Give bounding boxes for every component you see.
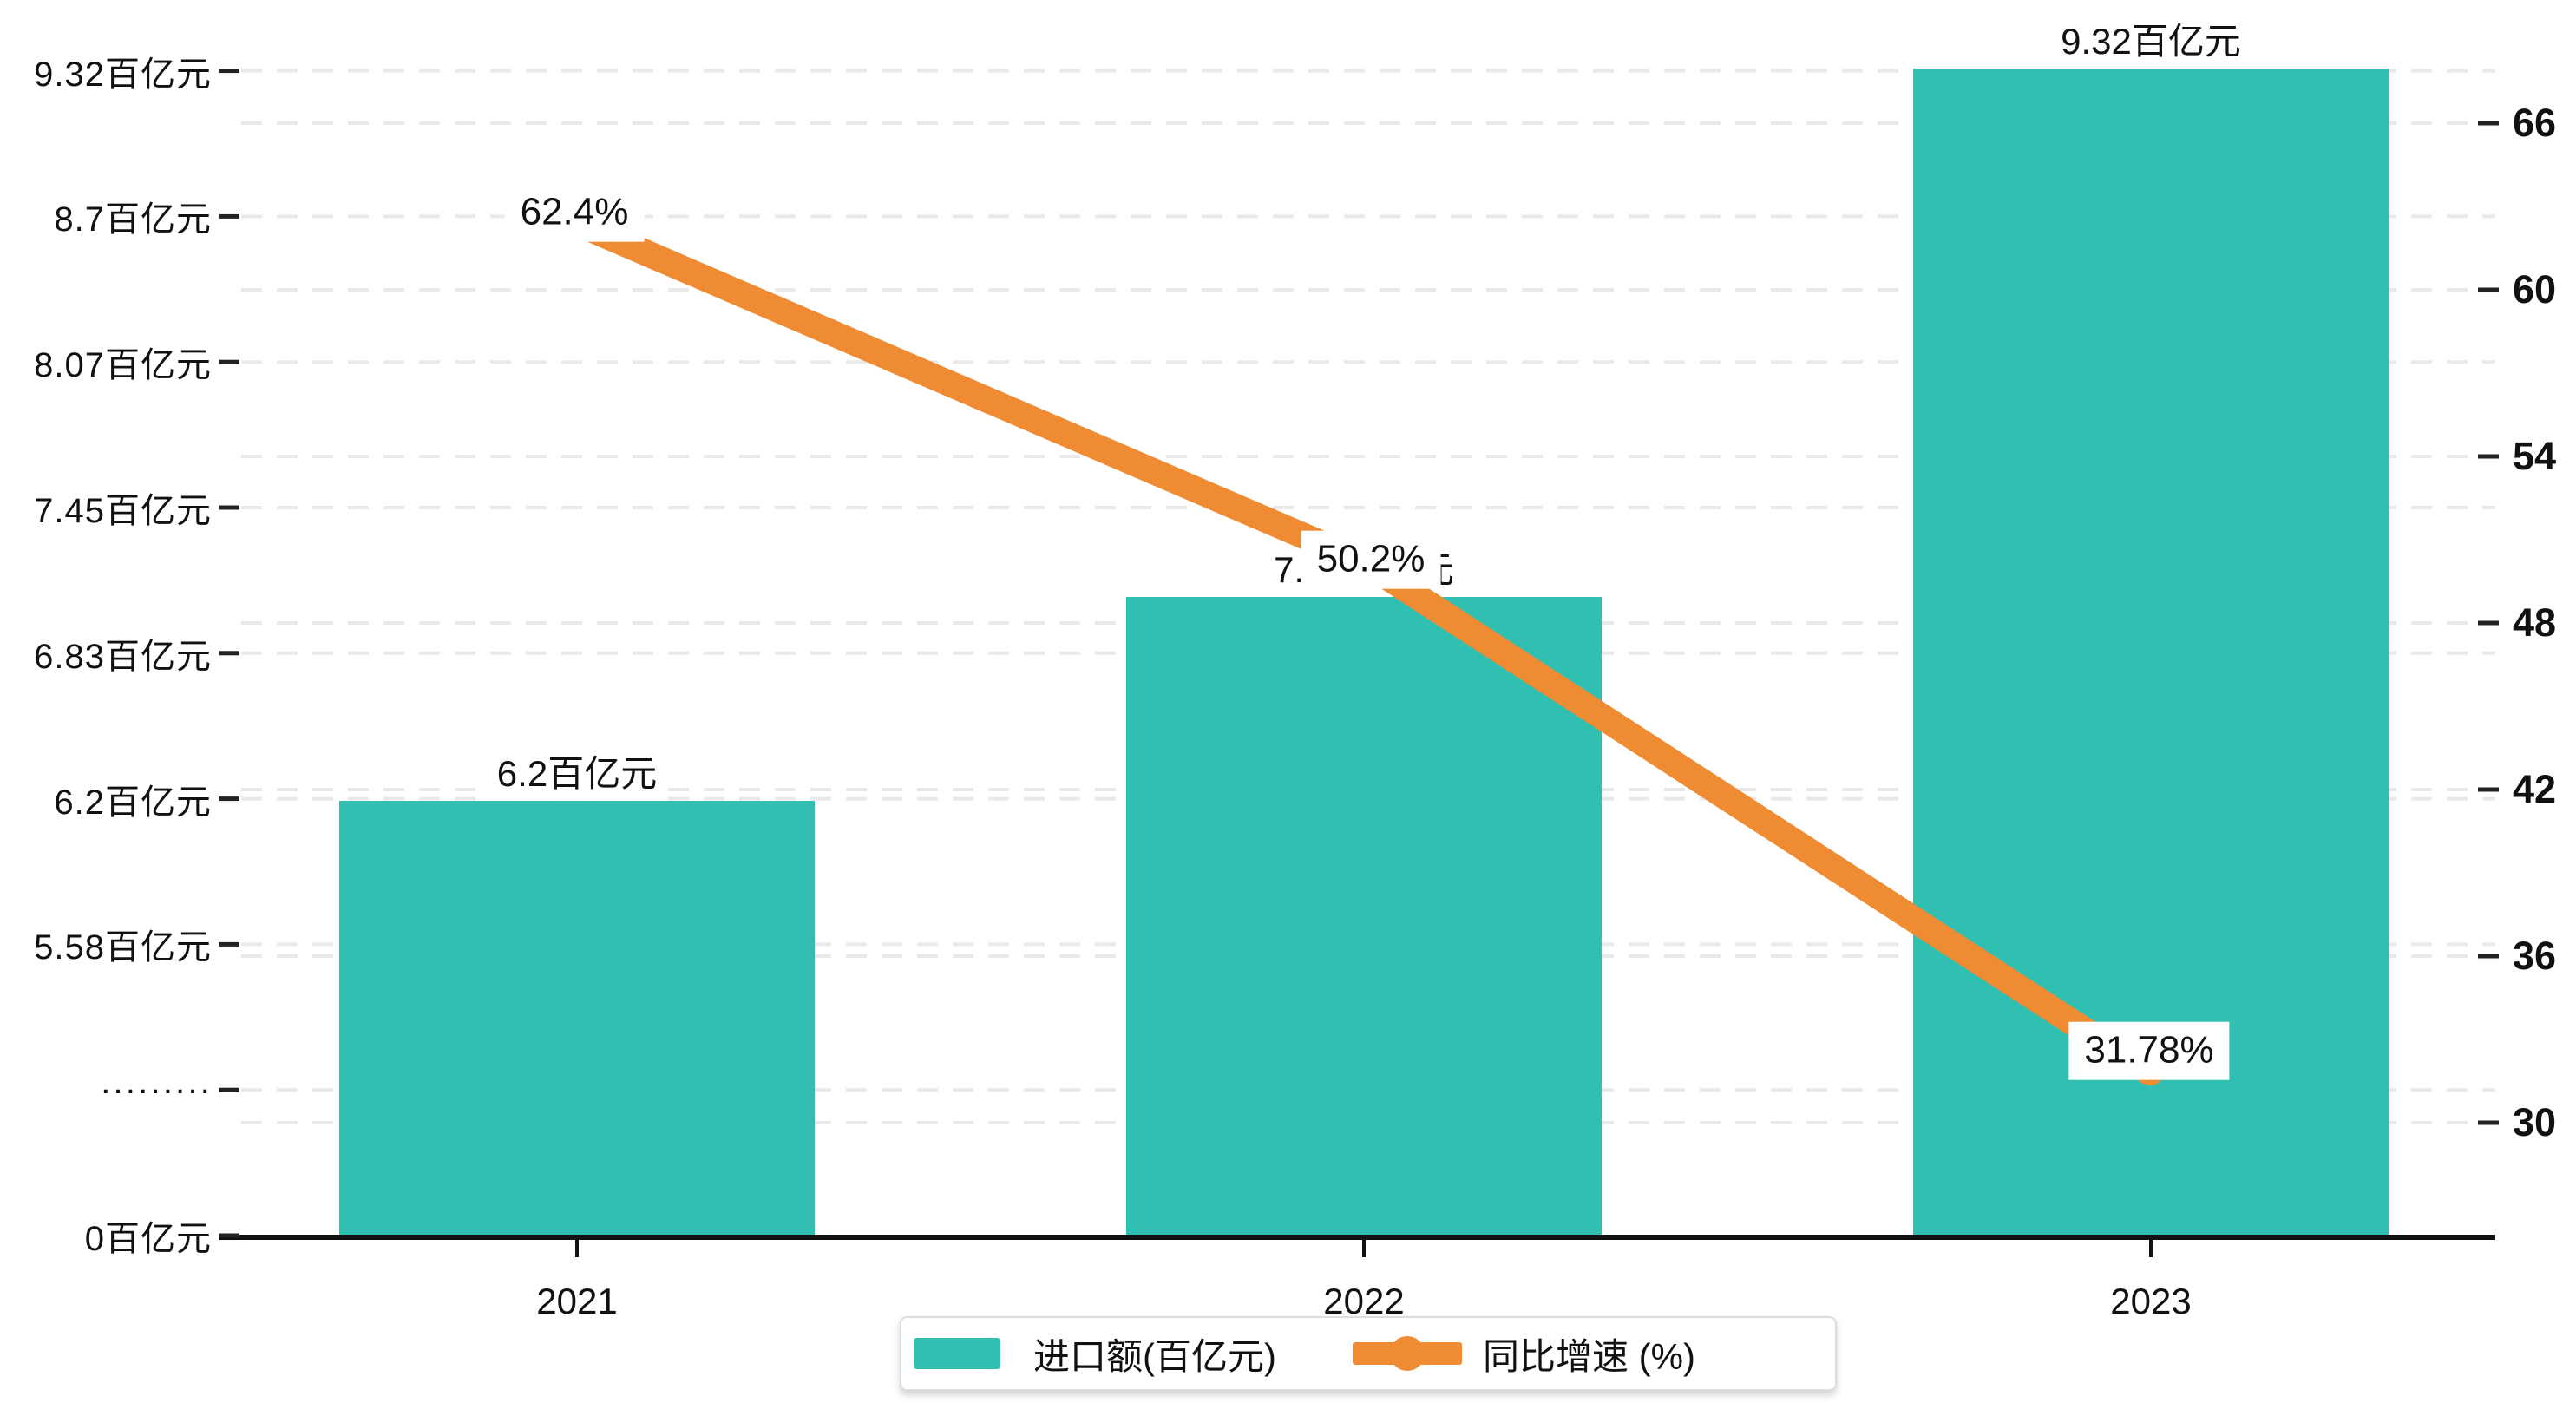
legend-line-label[interactable]: 同比增速 (%) bbox=[1482, 1335, 1695, 1377]
x-tick-mark bbox=[575, 1240, 579, 1257]
right-tick-mark bbox=[2478, 454, 2499, 459]
right-axis-tick-label: 66 bbox=[2513, 101, 2557, 145]
left-tick-mark bbox=[219, 213, 239, 219]
right-tick-mark bbox=[2478, 121, 2499, 126]
x-axis-category-label[interactable]: 2023 bbox=[2110, 1281, 2192, 1321]
right-axis-tick-label: 36 bbox=[2513, 934, 2557, 978]
right-axis-tick-label: 42 bbox=[2513, 767, 2557, 811]
line-value-label: 62.4% bbox=[504, 183, 645, 242]
bar-value-label: 9.32百亿元 bbox=[2050, 15, 2252, 69]
line-value-label: 31.78% bbox=[2068, 1021, 2230, 1080]
legend-bar-swatch[interactable] bbox=[914, 1338, 1000, 1369]
left-axis-tick-label: 8.07百亿元 bbox=[34, 346, 212, 385]
left-axis-tick-label: 0百亿元 bbox=[84, 1220, 212, 1258]
bar-2021[interactable] bbox=[339, 801, 815, 1237]
left-tick-mark bbox=[219, 505, 239, 510]
right-axis-tick-label: 48 bbox=[2513, 600, 2557, 645]
bar-value-label: 6.2百亿元 bbox=[486, 748, 668, 801]
right-tick-mark bbox=[2478, 287, 2499, 292]
left-axis-tick-label: 9.32百亿元 bbox=[34, 55, 212, 94]
right-tick-mark bbox=[2478, 1120, 2499, 1125]
legend-line-dot bbox=[1389, 1336, 1425, 1371]
left-tick-mark bbox=[219, 1233, 239, 1238]
right-axis-tick-label: 30 bbox=[2513, 1100, 2557, 1144]
left-axis-tick-label: ········· bbox=[100, 1070, 212, 1109]
left-tick-mark bbox=[219, 1087, 239, 1092]
left-axis-tick-label: 8.7百亿元 bbox=[54, 200, 212, 239]
left-tick-mark bbox=[219, 651, 239, 656]
left-tick-mark bbox=[219, 359, 239, 364]
right-tick-mark bbox=[2478, 954, 2499, 959]
right-tick-mark bbox=[2478, 787, 2499, 792]
left-axis-tick-label: 6.83百亿元 bbox=[34, 637, 212, 676]
x-tick-mark bbox=[2149, 1240, 2153, 1257]
left-axis-tick-label: 5.58百亿元 bbox=[34, 928, 212, 967]
line-value-label: 50.2% bbox=[1301, 530, 1441, 589]
right-tick-mark bbox=[2478, 620, 2499, 626]
left-tick-mark bbox=[219, 69, 239, 74]
x-axis-category-label[interactable]: 2021 bbox=[536, 1281, 618, 1321]
left-tick-mark bbox=[219, 941, 239, 947]
right-axis-tick-label: 54 bbox=[2513, 434, 2557, 478]
left-axis-tick-label: 7.45百亿元 bbox=[34, 492, 212, 530]
right-axis-tick-label: 60 bbox=[2513, 267, 2557, 311]
growth-line[interactable] bbox=[572, 211, 2159, 1085]
x-axis-category-label[interactable]: 2022 bbox=[1323, 1281, 1405, 1321]
legend-bar-label[interactable]: 进口额(百亿元) bbox=[1033, 1335, 1276, 1377]
bar-2022[interactable] bbox=[1126, 596, 1602, 1237]
legend: 进口额(百亿元) 同比增速 (%) bbox=[900, 1316, 1837, 1391]
x-tick-mark bbox=[1362, 1240, 1366, 1257]
left-tick-mark bbox=[219, 796, 239, 802]
left-axis-tick-label: 6.2百亿元 bbox=[54, 783, 212, 822]
legend-line-marker-icon[interactable] bbox=[1352, 1334, 1462, 1373]
